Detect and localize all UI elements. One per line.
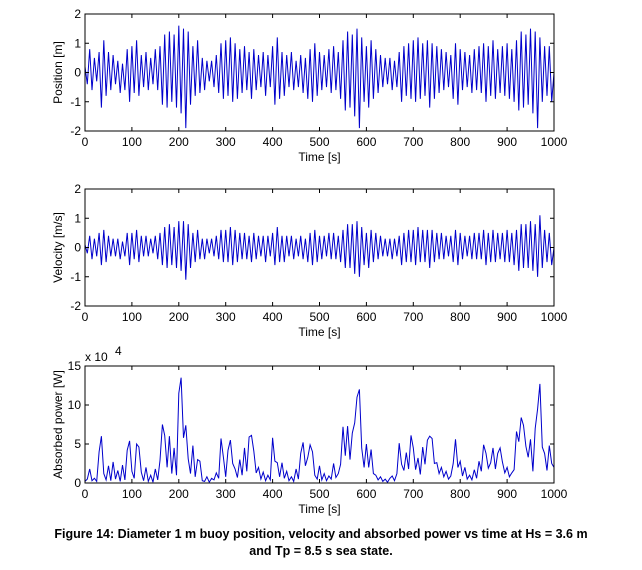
plot-frame-1 <box>84 13 555 132</box>
x-tick-label: 100 <box>122 310 142 324</box>
x-tick-label: 700 <box>403 487 423 501</box>
y-tick-label: -2 <box>70 124 81 138</box>
y-multiplier-label: x 10 <box>85 350 108 364</box>
caption-line-1: Figure 14: Diameter 1 m buoy position, v… <box>54 527 588 541</box>
x-tick-label: 800 <box>450 310 470 324</box>
y-tick-label: 0 <box>74 66 81 80</box>
y-tick-label: -2 <box>70 299 81 313</box>
y-axis-label: Absorbed power [W] <box>51 370 65 479</box>
x-tick-label: 200 <box>169 135 189 149</box>
y-tick-label: 2 <box>74 182 81 196</box>
x-axis-label: Time [s] <box>298 150 340 164</box>
y-tick-label: 1 <box>74 36 81 50</box>
x-tick-label: 1000 <box>541 487 568 501</box>
y-tick-label: 1 <box>74 211 81 225</box>
x-tick-label: 500 <box>309 135 329 149</box>
y-multiplier-exponent: 4 <box>115 344 122 358</box>
x-tick-label: 400 <box>263 135 283 149</box>
x-tick-label: 0 <box>82 135 89 149</box>
y-tick-label: 2 <box>74 7 81 21</box>
x-tick-label: 300 <box>216 310 236 324</box>
x-tick-label: 400 <box>263 310 283 324</box>
figure: 0 100 200 300 400 500 600 700 800 900 1000-2-1012T… <box>51 7 568 516</box>
series-line-3 <box>84 377 555 484</box>
x-tick-label: 600 <box>356 487 376 501</box>
x-tick-label: 700 <box>403 135 423 149</box>
x-tick-label: 900 <box>497 135 517 149</box>
x-tick-label: 500 <box>309 310 329 324</box>
x-tick-label: 500 <box>309 487 329 501</box>
plot-frame-3 <box>84 365 555 484</box>
x-tick-label: 900 <box>497 487 517 501</box>
y-axis-label: Velocity [m/s] <box>51 212 65 283</box>
x-tick-label: 600 <box>356 135 376 149</box>
y-tick-label: -1 <box>70 270 81 284</box>
y-tick-label: 15 <box>68 359 82 373</box>
x-tick-label: 1000 <box>541 310 568 324</box>
x-tick-label: 700 <box>403 310 423 324</box>
x-tick-label: 200 <box>169 487 189 501</box>
x-tick-label: 400 <box>263 487 283 501</box>
x-tick-label: 0 <box>82 310 89 324</box>
figure-caption: Figure 14: Diameter 1 m buoy position, v… <box>0 526 642 560</box>
x-tick-label: 200 <box>169 310 189 324</box>
x-tick-label: 600 <box>356 310 376 324</box>
y-tick-label: 5 <box>74 437 81 451</box>
y-tick-label: 10 <box>68 398 82 412</box>
x-tick-label: 800 <box>450 487 470 501</box>
x-tick-label: 900 <box>497 310 517 324</box>
x-tick-label: 300 <box>216 487 236 501</box>
plot-frame-2 <box>84 188 555 307</box>
x-tick-label: 800 <box>450 135 470 149</box>
x-tick-label: 300 <box>216 135 236 149</box>
y-tick-label: -1 <box>70 95 81 109</box>
series-line-2 <box>84 215 555 280</box>
y-axis-label: Position [m] <box>51 41 65 104</box>
y-tick-label: 0 <box>74 241 81 255</box>
x-tick-label: 1000 <box>541 135 568 149</box>
caption-line-2: and Tp = 8.5 s sea state. <box>249 544 393 558</box>
x-tick-label: 0 <box>82 487 89 501</box>
series-line-1 <box>84 25 555 129</box>
y-tick-label: 0 <box>74 476 81 490</box>
x-tick-label: 100 <box>122 135 142 149</box>
x-axis-label: Time [s] <box>298 502 340 516</box>
x-tick-label: 100 <box>122 487 142 501</box>
x-axis-label: Time [s] <box>298 325 340 339</box>
